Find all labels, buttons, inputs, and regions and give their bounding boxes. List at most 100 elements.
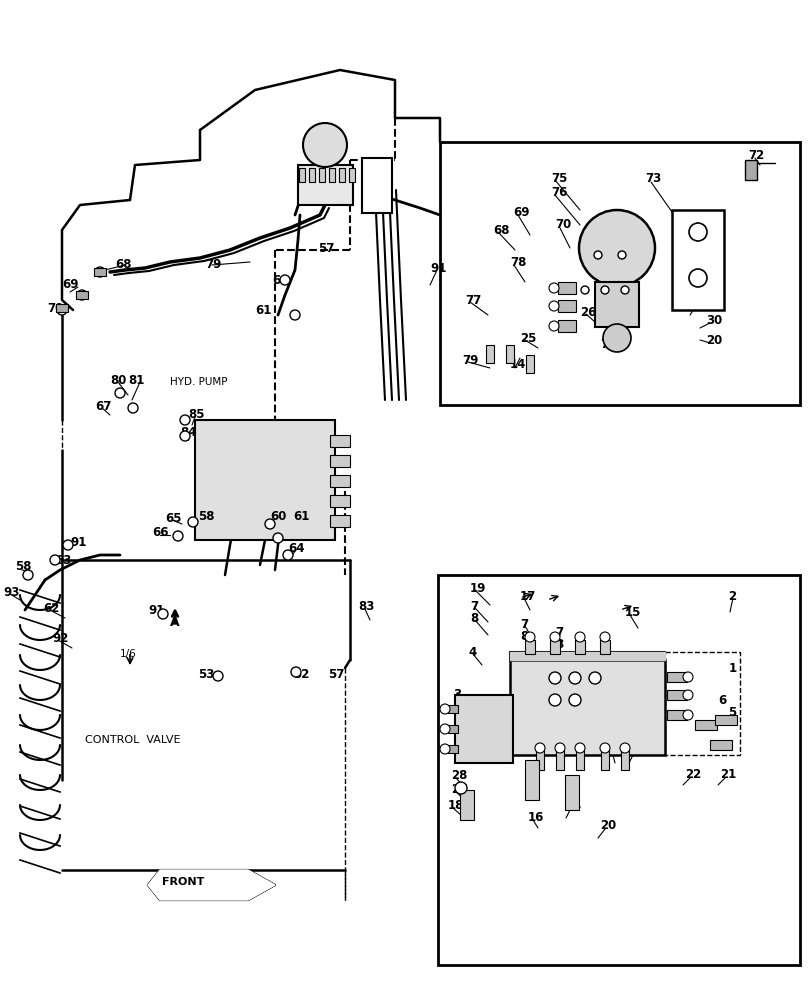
Bar xyxy=(195,420,335,540)
Text: 2: 2 xyxy=(727,589,736,602)
Bar xyxy=(319,168,324,182)
Text: 71: 71 xyxy=(601,316,617,328)
Text: 91: 91 xyxy=(148,603,164,616)
Text: 85: 85 xyxy=(188,408,204,422)
Text: 19: 19 xyxy=(470,582,486,594)
Text: 65: 65 xyxy=(165,512,182,524)
Circle shape xyxy=(534,743,544,753)
Text: 5: 5 xyxy=(727,706,736,720)
Bar xyxy=(526,355,534,373)
Circle shape xyxy=(689,269,706,287)
Text: 7: 7 xyxy=(554,626,563,639)
Text: 57: 57 xyxy=(328,668,344,682)
Text: 60: 60 xyxy=(270,510,286,522)
Circle shape xyxy=(548,301,558,311)
Circle shape xyxy=(682,710,692,720)
Text: 8: 8 xyxy=(470,611,478,624)
Circle shape xyxy=(682,672,692,682)
Text: 28: 28 xyxy=(450,769,467,782)
Text: 93: 93 xyxy=(3,585,19,598)
Text: 25: 25 xyxy=(519,332,536,344)
Bar xyxy=(525,760,539,800)
Text: CONTROL  VALVE: CONTROL VALVE xyxy=(85,735,180,745)
Bar xyxy=(94,268,106,276)
Text: 31: 31 xyxy=(620,316,637,328)
Text: 30: 30 xyxy=(705,314,721,326)
Bar xyxy=(328,168,335,182)
Bar xyxy=(448,705,457,713)
Text: 8: 8 xyxy=(554,638,563,650)
Text: 27: 27 xyxy=(450,783,466,796)
Text: 68: 68 xyxy=(492,224,508,236)
Bar xyxy=(329,495,350,507)
Bar xyxy=(664,652,739,755)
Text: 1/6: 1/6 xyxy=(120,649,136,659)
Text: 21: 21 xyxy=(719,768,736,781)
Bar xyxy=(575,750,583,770)
Circle shape xyxy=(264,519,275,529)
Polygon shape xyxy=(148,870,275,900)
Circle shape xyxy=(440,744,449,754)
Text: 64: 64 xyxy=(288,542,304,554)
Bar xyxy=(549,640,560,654)
Bar xyxy=(600,750,608,770)
Circle shape xyxy=(581,286,588,294)
Text: 91: 91 xyxy=(70,536,86,550)
Bar xyxy=(556,750,564,770)
Bar xyxy=(557,320,575,332)
Text: 7: 7 xyxy=(470,599,478,612)
Bar xyxy=(362,158,392,213)
Circle shape xyxy=(63,540,73,550)
Text: 66: 66 xyxy=(152,526,169,540)
Text: 12: 12 xyxy=(607,746,624,758)
Bar xyxy=(329,515,350,527)
Text: 52: 52 xyxy=(293,668,309,682)
Circle shape xyxy=(212,671,223,681)
Text: 16: 16 xyxy=(527,811,543,824)
Circle shape xyxy=(574,632,584,642)
Bar xyxy=(714,715,736,725)
Bar xyxy=(620,750,629,770)
Text: 15: 15 xyxy=(624,605,641,618)
Text: 70: 70 xyxy=(47,302,63,314)
Bar xyxy=(557,282,575,294)
Circle shape xyxy=(603,324,630,352)
Text: 74: 74 xyxy=(692,294,709,306)
Bar xyxy=(666,690,686,700)
Text: 71A: 71A xyxy=(599,338,624,352)
Text: 58: 58 xyxy=(198,510,214,522)
Text: 70: 70 xyxy=(554,219,571,232)
Text: 17: 17 xyxy=(519,590,535,603)
Circle shape xyxy=(290,667,301,677)
Text: 84: 84 xyxy=(180,426,196,438)
Text: 78: 78 xyxy=(509,255,526,268)
Circle shape xyxy=(574,743,584,753)
Bar xyxy=(505,345,513,363)
Bar xyxy=(338,168,345,182)
Text: 91: 91 xyxy=(430,261,446,274)
Text: 20: 20 xyxy=(705,334,721,347)
Circle shape xyxy=(620,286,629,294)
Circle shape xyxy=(599,743,609,753)
Bar xyxy=(329,435,350,447)
Text: 4: 4 xyxy=(467,646,476,658)
Bar xyxy=(437,575,799,965)
Bar xyxy=(744,160,756,180)
Circle shape xyxy=(682,690,692,700)
Text: 69: 69 xyxy=(513,206,529,219)
Text: 8: 8 xyxy=(519,630,528,643)
Text: 20: 20 xyxy=(599,819,616,832)
Text: 7: 7 xyxy=(536,744,544,756)
Text: 1: 1 xyxy=(728,662,736,674)
Circle shape xyxy=(549,632,560,642)
Circle shape xyxy=(617,251,625,259)
Text: 18: 18 xyxy=(448,799,464,812)
Circle shape xyxy=(128,403,138,413)
Circle shape xyxy=(554,743,564,753)
Text: 26: 26 xyxy=(579,306,595,318)
Text: 61: 61 xyxy=(255,304,271,316)
Bar xyxy=(329,475,350,487)
Text: 14: 14 xyxy=(509,359,526,371)
Circle shape xyxy=(620,743,629,753)
Bar xyxy=(349,168,354,182)
